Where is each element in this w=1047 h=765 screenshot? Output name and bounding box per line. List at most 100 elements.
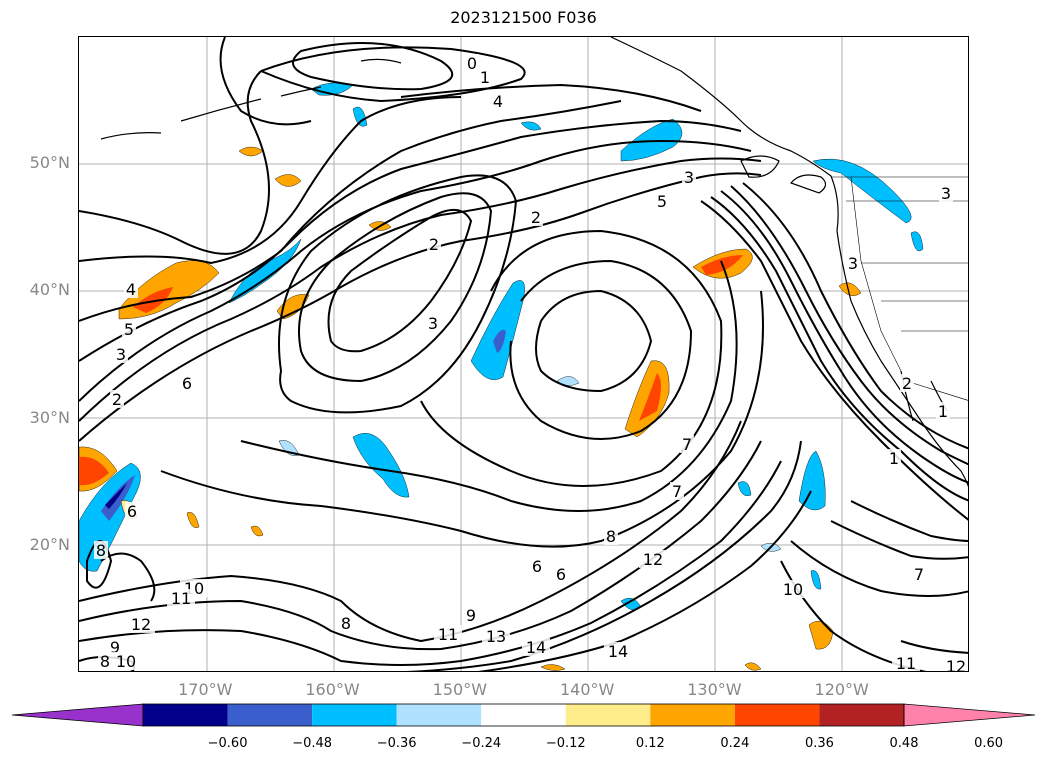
contour-label-bg — [122, 320, 136, 338]
contour-label-bg — [779, 580, 807, 598]
colorbar-extend-max — [903, 703, 1036, 727]
contour-label-bg — [936, 402, 950, 420]
lat-tick-label: 50°N — [29, 153, 70, 173]
contour-label: 10 — [116, 652, 136, 671]
contour-label-bg — [680, 435, 694, 453]
contour-label: 12 — [946, 657, 966, 672]
contour-label-bg — [942, 657, 968, 671]
colorbar-tick-label: 0.24 — [720, 736, 750, 751]
contour-label: 13 — [486, 627, 506, 646]
contour-label-bg — [530, 557, 544, 575]
political-borders — [831, 176, 968, 401]
colorbar-swatch — [734, 704, 820, 726]
contour-label-bg — [167, 589, 195, 607]
contour-label-bg — [478, 68, 492, 86]
map-title: 2023121500 F036 — [450, 8, 597, 27]
contour-label-bg — [339, 614, 353, 632]
contour-label: 14 — [526, 638, 546, 657]
contour-label: 8 — [96, 541, 106, 560]
contour-lines — [79, 37, 968, 671]
contour-label: 11 — [171, 589, 191, 608]
contour-label-bg — [108, 638, 122, 656]
colorbar-swatch — [650, 704, 735, 726]
contour-label-bg — [522, 638, 550, 656]
contour-label-bg — [670, 482, 684, 500]
colorbar-swatches — [11, 703, 1036, 727]
contour-label: 2 — [902, 374, 912, 393]
lon-tick-label: 130°W — [687, 680, 742, 699]
contour-label-bg — [98, 652, 112, 670]
contour-label-bg — [491, 92, 505, 110]
contour-label-bg — [125, 502, 139, 520]
contour-label: 8 — [606, 527, 616, 546]
lon-tick-label: 160°W — [305, 680, 360, 699]
colorbar-tick-label: 0.36 — [804, 736, 834, 751]
contour-label: 3 — [684, 168, 694, 187]
contour-label: 3 — [848, 254, 858, 273]
colorbar-tick-label: −0.36 — [376, 736, 417, 751]
colorbar-outline — [142, 703, 905, 727]
colorbar-swatch — [396, 704, 482, 726]
contour-label-bg — [124, 280, 138, 298]
contour-label: 6 — [127, 502, 137, 521]
contour-label: 4 — [126, 280, 136, 299]
contour-label: 14 — [608, 642, 628, 661]
colorbar-tick-label: −0.60 — [207, 736, 248, 751]
contour-label: 3 — [941, 184, 951, 203]
contour-label-bg — [127, 615, 155, 633]
contour-label: 12 — [643, 550, 663, 569]
contour-label: 2 — [112, 390, 122, 409]
contour-label-bg — [94, 541, 108, 559]
colorbar-tick-label: −0.12 — [545, 736, 586, 751]
lon-tick-label: 150°W — [432, 680, 488, 699]
contour-label: 1 — [889, 449, 899, 468]
colorbar-swatch — [227, 704, 313, 726]
colorbar — [11, 703, 1036, 727]
contour-label: 6 — [556, 565, 566, 584]
colorbar-tick-label: 0.48 — [889, 736, 919, 751]
contour-label: 7 — [914, 565, 924, 584]
colorbar-swatch — [143, 704, 228, 726]
contour-label-bg — [655, 192, 669, 210]
lat-tick-label: 20°N — [29, 534, 70, 554]
contour-label-bg — [604, 527, 618, 545]
lon-tick-label: 140°W — [559, 680, 615, 699]
contour-label: 5 — [124, 320, 134, 339]
colorbar-tick-label: −0.48 — [292, 736, 333, 751]
contour-label: 12 — [131, 615, 151, 634]
lat-tick-label: 30°N — [29, 407, 70, 427]
contour-label-bg — [180, 374, 194, 392]
contour-label-bg — [887, 449, 901, 467]
colorbar-swatch — [565, 704, 651, 726]
contour-label-bg — [682, 168, 696, 186]
contour-label-bg — [465, 54, 479, 72]
colorbar-swatch — [819, 704, 904, 726]
colorbar-tick-label: 0.60 — [974, 736, 1004, 751]
contour-label: 10 — [783, 580, 803, 599]
contour-label-bg — [900, 374, 914, 392]
contour-label-bg — [112, 652, 140, 670]
contour-label: 6 — [182, 374, 192, 393]
lat-tick-label: 40°N — [29, 280, 70, 300]
map-plot-area: 0 1 4 4 5 3 6 2 2 3 2 5 3 3 3 2 1 1 7 7 6 8 6 6 8 12 10 11 12 9 11 13 14… — [78, 36, 969, 672]
contour-label: 2 — [429, 235, 439, 254]
contour-label: 0 — [467, 54, 477, 73]
contour-label-bg — [529, 208, 543, 226]
contour-label: 11 — [896, 654, 916, 672]
contour-label: 7 — [682, 435, 692, 454]
contour-label: 5 — [657, 192, 667, 211]
contour-label-bg — [639, 550, 667, 568]
contour-label-bg — [426, 314, 440, 332]
contour-label-bg — [110, 390, 124, 408]
contour-label-bg — [846, 254, 860, 272]
contour-label: 1 — [938, 402, 948, 421]
contour-label-bg — [604, 642, 632, 660]
contour-label: 2 — [531, 208, 541, 227]
contour-label: 8 — [341, 614, 351, 633]
contour-label: 3 — [116, 345, 126, 364]
contour-label: 3 — [428, 314, 438, 333]
contour-label: 4 — [493, 92, 503, 111]
contour-label: 8 — [100, 652, 110, 671]
